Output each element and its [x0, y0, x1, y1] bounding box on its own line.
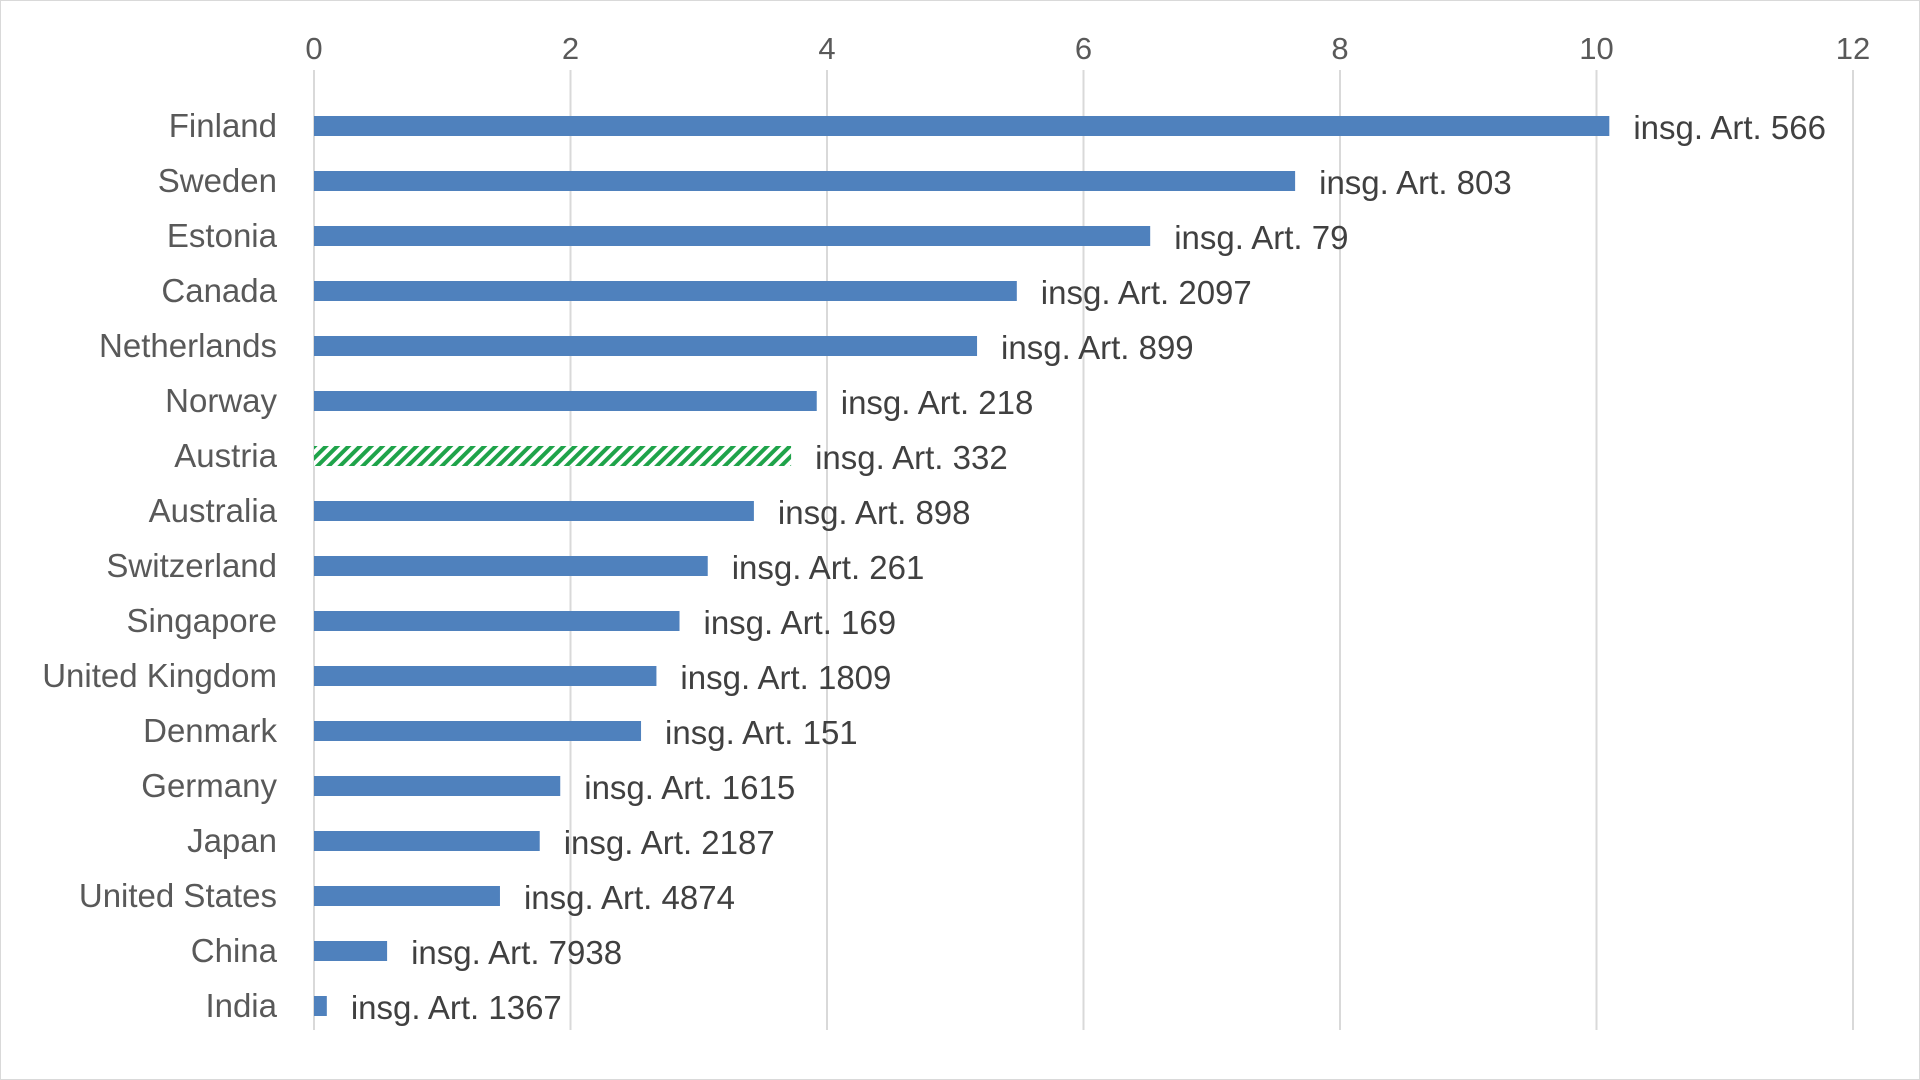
- bar: [314, 996, 327, 1016]
- data-label: insg. Art. 4874: [524, 879, 735, 916]
- x-axis-ticks: 0 2 4 6 8 10 12: [305, 31, 1870, 66]
- category-label: United Kingdom: [42, 657, 277, 694]
- category-label: Denmark: [143, 712, 277, 749]
- x-tick-label: 2: [562, 31, 579, 66]
- bar: [314, 721, 642, 741]
- category-label: Switzerland: [106, 547, 277, 584]
- category-label: Norway: [165, 382, 277, 419]
- bar: [314, 336, 978, 356]
- category-label: Canada: [161, 272, 277, 309]
- category-label: Netherlands: [99, 327, 277, 364]
- bar: [314, 556, 708, 576]
- data-label: insg. Art. 332: [815, 439, 1008, 476]
- data-label: insg. Art. 1809: [680, 659, 891, 696]
- bar: [314, 281, 1017, 301]
- data-label: insg. Art. 7938: [411, 934, 622, 971]
- category-label: Australia: [149, 492, 278, 529]
- category-label: Finland: [169, 107, 277, 144]
- bar: [314, 611, 680, 631]
- category-label: Austria: [174, 437, 277, 474]
- data-label: insg. Art. 898: [778, 494, 971, 531]
- x-tick-label: 12: [1836, 31, 1870, 66]
- bars: [314, 116, 1610, 1016]
- data-label: insg. Art. 218: [841, 384, 1034, 421]
- bar: [314, 831, 540, 851]
- bar: [314, 941, 388, 961]
- data-label: insg. Art. 803: [1319, 164, 1512, 201]
- bar: [314, 666, 657, 686]
- bar: [314, 501, 754, 521]
- data-label: insg. Art. 566: [1633, 109, 1826, 146]
- bar: [314, 886, 500, 906]
- x-tick-label: 8: [1331, 31, 1348, 66]
- data-label: insg. Art. 169: [704, 604, 897, 641]
- category-label: Estonia: [167, 217, 278, 254]
- bar: [314, 171, 1296, 191]
- data-label: insg. Art. 79: [1174, 219, 1348, 256]
- x-tick-label: 6: [1075, 31, 1092, 66]
- category-label: China: [191, 932, 278, 969]
- bar: [314, 116, 1610, 136]
- category-labels: Finland Sweden Estonia Canada Netherlands Nor…: [42, 107, 277, 1024]
- data-label: insg. Art. 1615: [584, 769, 795, 806]
- data-label: insg. Art. 899: [1001, 329, 1194, 366]
- data-label: insg. Art. 1367: [351, 989, 562, 1026]
- data-label: insg. Art. 151: [665, 714, 858, 751]
- category-label: Japan: [187, 822, 277, 859]
- bar: [314, 776, 561, 796]
- bar: [314, 391, 817, 411]
- data-labels: insg. Art. 566 insg. Art. 803 insg. Art. 7…: [351, 109, 1826, 1026]
- x-tick-label: 0: [305, 31, 322, 66]
- bar: [314, 226, 1151, 246]
- category-label: United States: [79, 877, 277, 914]
- category-label: Singapore: [127, 602, 277, 639]
- data-label: insg. Art. 261: [732, 549, 925, 586]
- x-tick-label: 4: [818, 31, 835, 66]
- category-label: Germany: [141, 767, 277, 804]
- data-label: insg. Art. 2187: [564, 824, 775, 861]
- bar-highlight: [314, 446, 792, 466]
- data-label: insg. Art. 2097: [1041, 274, 1252, 311]
- category-label: India: [205, 987, 277, 1024]
- x-tick-label: 10: [1579, 31, 1613, 66]
- category-label: Sweden: [158, 162, 277, 199]
